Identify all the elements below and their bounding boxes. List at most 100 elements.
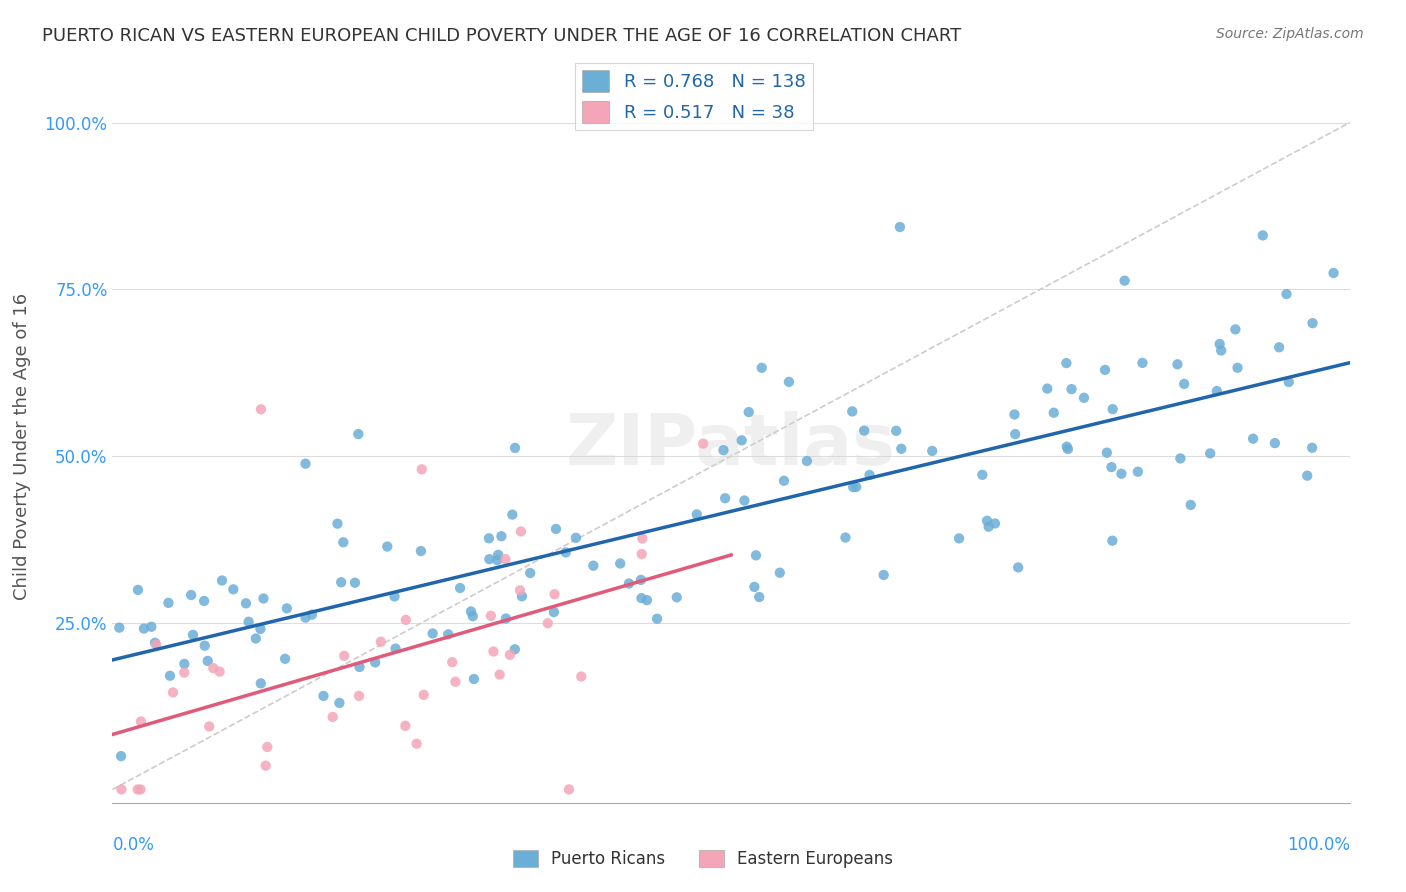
Point (479, 608, 502, 623)
Point (1095, 445, 1118, 459)
Point (197, 654, 219, 668)
Point (141, 620, 163, 634)
Point (478, 531, 501, 545)
Point (537, 616, 560, 631)
Point (543, 587, 565, 601)
Point (873, 568, 896, 582)
Point (733, 493, 755, 508)
Point (503, 642, 526, 657)
Point (110, 749, 132, 764)
Point (503, 441, 526, 455)
Point (834, 531, 856, 545)
Point (519, 566, 541, 580)
Point (495, 611, 517, 625)
Point (853, 424, 876, 438)
Point (554, 545, 576, 559)
Point (129, 782, 152, 797)
Point (617, 576, 640, 591)
Point (1268, 340, 1291, 354)
Point (245, 632, 267, 646)
Point (411, 462, 433, 476)
Point (1036, 382, 1059, 396)
Point (202, 661, 225, 675)
Point (238, 615, 260, 629)
Point (738, 405, 761, 419)
Point (630, 547, 652, 561)
Point (249, 622, 271, 636)
Point (1132, 356, 1154, 370)
Point (1241, 432, 1264, 446)
Point (1208, 337, 1230, 351)
Point (1094, 363, 1116, 377)
Point (127, 582, 149, 597)
Point (254, 758, 277, 772)
Point (129, 714, 152, 729)
Point (1054, 356, 1077, 370)
Point (972, 467, 994, 482)
Point (1211, 343, 1233, 358)
Point (631, 532, 654, 546)
Point (501, 508, 523, 522)
Point (405, 737, 427, 751)
Point (301, 607, 323, 622)
Point (884, 424, 907, 438)
Point (1301, 441, 1323, 455)
Point (1073, 391, 1095, 405)
Point (1296, 468, 1319, 483)
Point (491, 529, 513, 543)
Point (1264, 436, 1286, 450)
Point (510, 590, 533, 604)
Point (543, 605, 565, 619)
Point (332, 535, 354, 549)
Point (162, 685, 184, 699)
Y-axis label: Child Poverty Under the Age of 16: Child Poverty Under the Age of 16 (13, 293, 31, 599)
Point (1111, 467, 1133, 481)
Point (609, 557, 631, 571)
Point (731, 434, 754, 448)
Point (194, 639, 217, 653)
Point (984, 516, 1007, 531)
Point (395, 613, 418, 627)
Point (1205, 384, 1227, 398)
Point (222, 582, 245, 597)
Point (1057, 442, 1080, 456)
Point (143, 636, 166, 650)
Point (714, 491, 737, 506)
Point (630, 573, 652, 587)
Point (463, 672, 485, 686)
Point (1101, 402, 1123, 417)
Point (375, 540, 398, 554)
Point (1251, 228, 1274, 243)
Point (645, 612, 668, 626)
Point (665, 591, 688, 605)
Point (444, 674, 467, 689)
Point (889, 219, 911, 234)
Point (347, 689, 370, 703)
Point (110, 782, 132, 797)
Point (422, 626, 444, 640)
Point (159, 669, 181, 683)
Point (582, 558, 605, 573)
Point (330, 575, 353, 590)
Point (252, 591, 274, 606)
Point (692, 436, 714, 450)
Point (127, 782, 149, 797)
Legend: Puerto Ricans, Eastern Europeans: Puerto Ricans, Eastern Europeans (506, 843, 900, 875)
Point (744, 580, 766, 594)
Point (1042, 406, 1064, 420)
Point (841, 404, 863, 418)
Point (1004, 427, 1026, 442)
Point (976, 514, 998, 528)
Point (349, 660, 371, 674)
Point (180, 588, 202, 602)
Point (482, 644, 505, 658)
Point (713, 443, 735, 458)
Point (977, 519, 1000, 533)
Point (1101, 460, 1123, 475)
Text: 100.0%: 100.0% (1286, 836, 1350, 855)
Legend: R = 0.768   N = 138, R = 0.517   N = 38: R = 0.768 N = 138, R = 0.517 N = 38 (575, 62, 813, 130)
Point (1166, 357, 1188, 371)
Point (1007, 560, 1029, 574)
Point (460, 605, 482, 619)
Point (1275, 287, 1298, 301)
